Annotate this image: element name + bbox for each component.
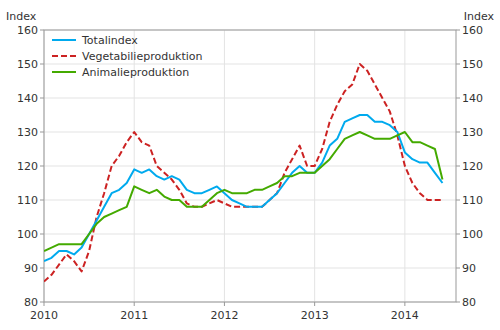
y-tick bbox=[40, 234, 44, 235]
legend-swatch bbox=[52, 71, 76, 73]
grid bbox=[44, 30, 456, 302]
y-tick bbox=[40, 132, 44, 133]
y2-tick-label: 140 bbox=[462, 92, 483, 105]
y2-tick bbox=[456, 64, 460, 65]
y2-tick bbox=[456, 302, 460, 303]
y-tick bbox=[40, 98, 44, 99]
y-tick-label: 150 bbox=[17, 58, 38, 71]
y-grid-line bbox=[44, 64, 456, 65]
y2-tick bbox=[456, 200, 460, 201]
legend-label: Totalindex bbox=[81, 34, 138, 47]
y-tick bbox=[40, 302, 44, 303]
y2-tick-label: 110 bbox=[462, 194, 483, 207]
series-line bbox=[44, 132, 442, 251]
lines bbox=[44, 64, 442, 282]
chart-svg: 80 90 100 110 120 130 140 150 160 80 90 100 110 120 13… bbox=[0, 0, 500, 330]
y2-tick-label: 120 bbox=[462, 160, 483, 173]
y-grid-line bbox=[44, 234, 456, 235]
y2-tick bbox=[456, 166, 460, 167]
legend-swatch bbox=[52, 39, 76, 41]
x-grid-line bbox=[224, 30, 225, 302]
y2-tick bbox=[456, 234, 460, 235]
x-tick-label: 2014 bbox=[391, 309, 419, 322]
y-tick-label: 90 bbox=[24, 262, 38, 275]
legend-label: Vegetabilieproduktion bbox=[82, 50, 203, 63]
legend-label: Animalieproduktion bbox=[82, 66, 189, 79]
chart-container: 80 90 100 110 120 130 140 150 160 80 90 100 110 120 13… bbox=[0, 0, 500, 330]
y-tick bbox=[40, 166, 44, 167]
y-grid-line bbox=[44, 268, 456, 269]
series-line bbox=[44, 64, 442, 282]
y-tick-label: 110 bbox=[17, 194, 38, 207]
y-tick bbox=[40, 30, 44, 31]
y2-tick-label: 150 bbox=[462, 58, 483, 71]
y2-tick-label: 130 bbox=[462, 126, 483, 139]
x-tick-label: 2011 bbox=[120, 309, 148, 322]
legend-swatch bbox=[52, 55, 76, 57]
y2-tick-label: 100 bbox=[462, 228, 483, 241]
y-axis-label: Index bbox=[6, 10, 37, 23]
y-grid-line bbox=[44, 166, 456, 167]
axes: 80 90 100 110 120 130 140 150 160 80 90 100 110 120 13… bbox=[17, 24, 483, 322]
plot-frame bbox=[44, 30, 456, 302]
x-tick bbox=[134, 302, 135, 306]
y2-tick-label: 160 bbox=[462, 24, 483, 37]
y-grid-line bbox=[44, 132, 456, 133]
y-tick-label: 160 bbox=[17, 24, 38, 37]
legend: Totalindex Vegetabilieproduktion Animaliep… bbox=[52, 34, 203, 79]
y2-tick-label: 80 bbox=[462, 296, 476, 309]
y-tick bbox=[40, 268, 44, 269]
x-tick bbox=[314, 302, 315, 306]
series-line bbox=[44, 115, 442, 261]
y-grid-line bbox=[44, 98, 456, 99]
y-tick-label: 140 bbox=[17, 92, 38, 105]
y-tick bbox=[40, 200, 44, 201]
y-tick-label: 80 bbox=[24, 296, 38, 309]
y2-axis-label: Index bbox=[464, 10, 495, 23]
y-tick-label: 130 bbox=[17, 126, 38, 139]
y2-tick bbox=[456, 30, 460, 31]
x-tick-label: 2010 bbox=[30, 309, 58, 322]
y2-tick bbox=[456, 98, 460, 99]
y-tick-label: 120 bbox=[17, 160, 38, 173]
y2-tick bbox=[456, 268, 460, 269]
y2-tick bbox=[456, 132, 460, 133]
x-tick bbox=[44, 302, 45, 306]
x-tick-label: 2013 bbox=[301, 309, 329, 322]
x-tick bbox=[224, 302, 225, 306]
y-tick-label: 100 bbox=[17, 228, 38, 241]
x-tick bbox=[404, 302, 405, 306]
x-tick-label: 2012 bbox=[210, 309, 238, 322]
y-tick bbox=[40, 64, 44, 65]
y2-tick-label: 90 bbox=[462, 262, 476, 275]
y-grid-line bbox=[44, 200, 456, 201]
